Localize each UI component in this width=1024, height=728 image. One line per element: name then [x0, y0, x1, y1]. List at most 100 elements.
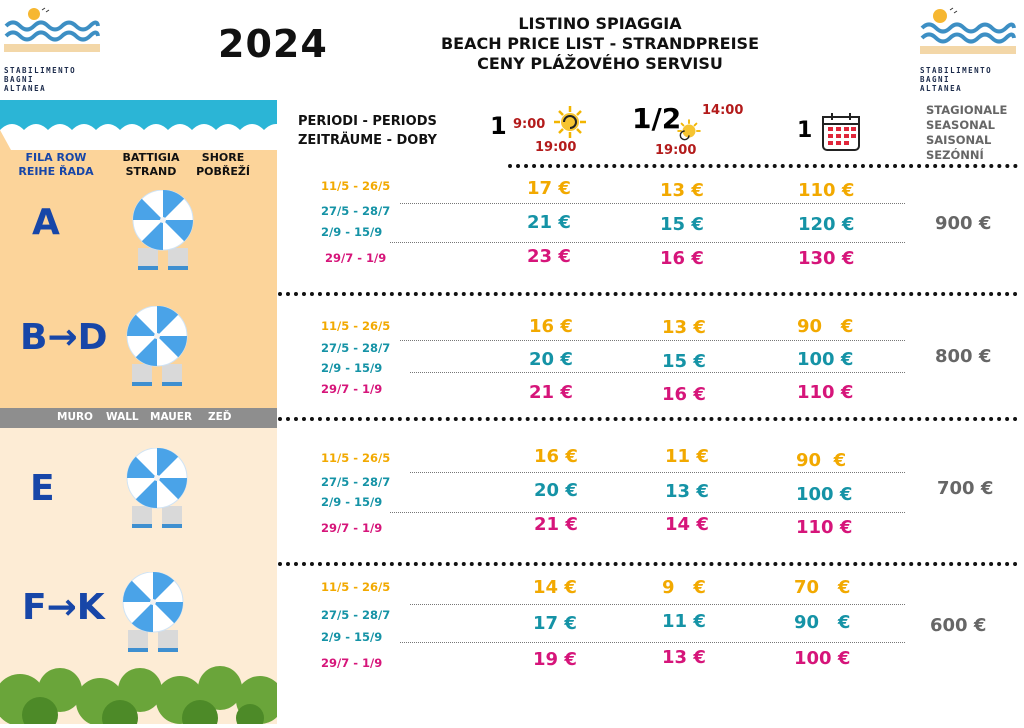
price-half-day: 16 € [660, 248, 704, 269]
bushes-icon [0, 666, 277, 724]
price-weekly: 100 € [794, 648, 851, 669]
full-day-start: 9:00 [513, 117, 546, 132]
price-weekly: 100 € [796, 484, 853, 505]
wall-strip [0, 408, 277, 428]
price-full-day: 16 € [529, 316, 573, 337]
wall-label-muro: MURO [57, 411, 93, 423]
price-half-day: 11 € [662, 611, 706, 632]
price-full-day: 20 € [529, 349, 573, 370]
price-weekly: 110 € [798, 180, 855, 201]
price-full-day: 17 € [527, 178, 571, 199]
period-label: 27/5 - 28/7 [321, 341, 391, 355]
price-full-day: 23 € [527, 246, 571, 267]
separator [278, 417, 1018, 421]
price-full-day: 21 € [529, 382, 573, 403]
price-weekly: 90 € [797, 316, 854, 337]
separator [508, 164, 1018, 168]
seasonal-price: 900 € [935, 213, 992, 234]
price-half-day: 13 € [662, 317, 706, 338]
full-day-end: 19:00 [535, 140, 577, 155]
price-weekly: 90 € [794, 612, 851, 633]
logo-left: STABILIMENTO BAGNI ALTANEA [4, 4, 104, 93]
period-label: 2/9 - 15/9 [321, 630, 383, 644]
wall-label-mauer: MAUER [150, 411, 193, 423]
price-weekly: 110 € [797, 382, 854, 403]
period-label: 11/5 - 26/5 [321, 179, 391, 193]
umbrella-icon [126, 448, 188, 529]
strand-column-header: BATTIGIA STRAND [122, 151, 180, 178]
price-half-day: 9 € [662, 577, 706, 598]
half-day-start: 14:00 [702, 103, 744, 118]
price-weekly: 120 € [798, 214, 855, 235]
price-full-day: 14 € [533, 577, 577, 598]
row-column-header: FILA ROW REIHE ŘADA [18, 151, 94, 178]
price-half-day: 15 € [660, 214, 704, 235]
period-label: 2/9 - 15/9 [321, 361, 383, 375]
price-half-day: 15 € [662, 351, 706, 372]
row-divider [410, 472, 905, 473]
period-label: 29/7 - 1/9 [321, 521, 383, 535]
period-label: 27/5 - 28/7 [321, 204, 391, 218]
row-divider [400, 642, 905, 643]
price-half-day: 13 € [662, 647, 706, 668]
period-label: 2/9 - 15/9 [321, 225, 383, 239]
period-label: 29/7 - 1/9 [321, 656, 383, 670]
seasonal-price: 800 € [935, 346, 992, 367]
seasonal-price: 700 € [937, 478, 994, 499]
period-label: 29/7 - 1/9 [325, 251, 387, 265]
price-weekly: 70 € [794, 577, 851, 598]
half-day-count: 1/2 [632, 102, 682, 135]
sun-icon [677, 119, 701, 141]
price-half-day: 14 € [665, 514, 709, 535]
price-half-day: 16 € [662, 384, 706, 405]
wall-label-zed: ZEĎ [208, 411, 232, 423]
row-divider [400, 340, 905, 341]
price-weekly: 90 € [796, 450, 847, 471]
umbrella-icon [122, 572, 184, 653]
price-half-day: 13 € [660, 180, 704, 201]
row-letter: F→K [22, 587, 105, 628]
row-divider [390, 242, 905, 243]
price-weekly: 110 € [796, 517, 853, 538]
price-weekly: 100 € [797, 349, 854, 370]
wave-logo-icon [4, 7, 100, 52]
periods-header: PERIODI - PERIODS ZEITRÄUME - DOBY [298, 114, 437, 148]
price-full-day: 21 € [527, 212, 571, 233]
row-divider [390, 512, 905, 513]
calendar-icon [822, 113, 860, 151]
row-divider [400, 203, 905, 204]
shore-column-header: SHORE POBŘEŽÍ [196, 151, 250, 178]
weekly-count: 1 [797, 118, 813, 143]
row-letter: B→D [20, 317, 108, 358]
price-half-day: 11 € [665, 446, 709, 467]
sun-icon [554, 106, 586, 138]
full-day-count: 1 [490, 112, 507, 140]
half-day-end: 19:00 [655, 143, 697, 158]
page-title: LISTINO SPIAGGIA BEACH PRICE LIST - STRA… [440, 14, 759, 73]
row-letter: E [30, 468, 55, 509]
price-full-day: 19 € [533, 649, 577, 670]
separator [278, 292, 1018, 296]
wall-label-wall: WALL [106, 411, 139, 423]
period-label: 11/5 - 26/5 [321, 580, 391, 594]
price-full-day: 17 € [533, 613, 577, 634]
price-weekly: 130 € [798, 248, 855, 269]
price-half-day: 13 € [665, 481, 709, 502]
row-divider [410, 372, 905, 373]
wave-logo-icon [920, 7, 1016, 54]
year-heading: 2024 [218, 22, 328, 66]
seasonal-price: 600 € [930, 615, 987, 636]
period-label: 27/5 - 28/7 [321, 608, 391, 622]
row-divider [410, 604, 905, 605]
umbrella-icon [132, 190, 194, 271]
umbrella-icon [126, 306, 188, 387]
period-label: 2/9 - 15/9 [321, 495, 383, 509]
period-label: 27/5 - 28/7 [321, 475, 391, 489]
period-label: 11/5 - 26/5 [321, 319, 391, 333]
logo-right: STABILIMENTO BAGNI ALTANEA [920, 4, 1020, 93]
seasonal-header: STAGIONALE SEASONAL SAISONAL SEZÓNNÍ [926, 103, 1008, 162]
price-full-day: 20 € [534, 480, 578, 501]
price-full-day: 16 € [534, 446, 578, 467]
row-letter: A [32, 202, 60, 243]
period-label: 11/5 - 26/5 [321, 451, 391, 465]
